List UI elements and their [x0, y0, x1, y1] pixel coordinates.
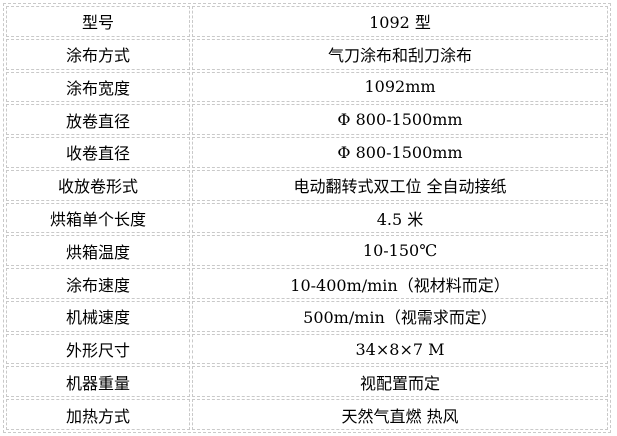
spec-label-cell: 加热方式: [6, 399, 190, 430]
table-row: 收放卷形式 电动翻转式双工位 全自动接纸: [6, 169, 608, 201]
spec-value-cell: 视配置而定: [192, 366, 608, 398]
spec-value-cell: Φ 800-1500mm: [192, 137, 608, 168]
spec-value-cell: Φ 800-1500mm: [192, 104, 608, 136]
spec-table-body: 型号 1092 型 涂布方式 气刀涂布和刮刀涂布 涂布宽度 1092mm 放卷直…: [6, 6, 608, 430]
spec-value-cell: 1092mm: [192, 71, 608, 103]
spec-label-cell: 烘箱单个长度: [6, 202, 190, 234]
spec-label-cell: 涂布方式: [6, 38, 190, 70]
table-row: 机器重量 视配置而定: [6, 366, 608, 398]
table-row: 涂布速度 10-400m/min（视材料而定）: [6, 268, 608, 299]
spec-label-cell: 涂布宽度: [6, 71, 190, 103]
spec-value-cell: 电动翻转式双工位 全自动接纸: [192, 169, 608, 201]
spec-label-cell: 放卷直径: [6, 104, 190, 136]
table-row: 涂布宽度 1092mm: [6, 71, 608, 103]
spec-label-cell: 外形尺寸: [6, 333, 190, 365]
spec-label-cell: 收卷直径: [6, 137, 190, 168]
spec-label-cell: 型号: [6, 6, 190, 37]
spec-label-cell: 机器重量: [6, 366, 190, 398]
table-row: 加热方式 天然气直燃 热风: [6, 399, 608, 430]
spec-value-cell: 500m/min（视需求而定）: [192, 300, 608, 332]
table-row: 烘箱温度 10-150℃: [6, 235, 608, 267]
spec-value-cell: 1092 型: [192, 6, 608, 37]
spec-value-cell: 气刀涂布和刮刀涂布: [192, 38, 608, 70]
spec-value-cell: 10-150℃: [192, 235, 608, 267]
spec-table: 型号 1092 型 涂布方式 气刀涂布和刮刀涂布 涂布宽度 1092mm 放卷直…: [3, 3, 611, 433]
spec-value-cell: 4.5 米: [192, 202, 608, 234]
spec-label-cell: 收放卷形式: [6, 169, 190, 201]
table-row: 烘箱单个长度 4.5 米: [6, 202, 608, 234]
table-row: 外形尺寸 34×8×7 M: [6, 333, 608, 365]
table-row: 型号 1092 型: [6, 6, 608, 37]
spec-value-cell: 10-400m/min（视材料而定）: [192, 268, 608, 299]
table-row: 涂布方式 气刀涂布和刮刀涂布: [6, 38, 608, 70]
table-row: 放卷直径 Φ 800-1500mm: [6, 104, 608, 136]
table-row: 机械速度 500m/min（视需求而定）: [6, 300, 608, 332]
spec-label-cell: 烘箱温度: [6, 235, 190, 267]
spec-value-cell: 天然气直燃 热风: [192, 399, 608, 430]
spec-label-cell: 机械速度: [6, 300, 190, 332]
spec-label-cell: 涂布速度: [6, 268, 190, 299]
spec-value-cell: 34×8×7 M: [192, 333, 608, 365]
table-row: 收卷直径 Φ 800-1500mm: [6, 137, 608, 168]
